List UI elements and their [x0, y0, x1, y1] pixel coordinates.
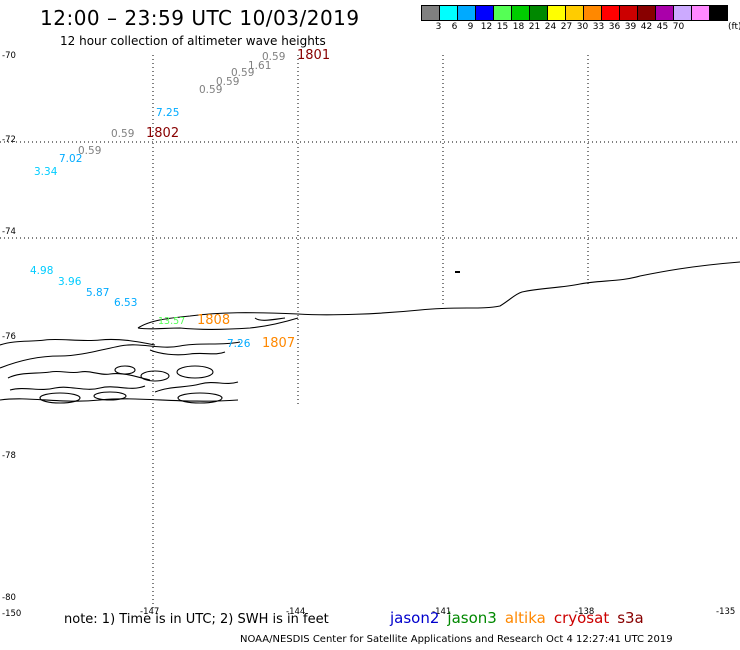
colorbar-tick-label: 9 — [467, 22, 474, 32]
colorbar-tick-label: 33 — [592, 22, 605, 32]
pass-time-label: 1807 — [262, 336, 296, 351]
colorbar-tick-label: 36 — [608, 22, 621, 32]
colorbar-tick-label: 18 — [512, 22, 525, 32]
colorbar-tick-label: 15 — [496, 22, 509, 32]
colorbar-tick-label: 70 — [672, 22, 685, 32]
lat-label: -80 — [2, 593, 16, 603]
colorbar-tick-label: 30 — [576, 22, 589, 32]
pass-time-label: 1802 — [146, 126, 180, 141]
colorbar-tick-label: 24 — [544, 22, 557, 32]
wave-height-label: 4.98 — [30, 265, 54, 277]
colorbar-tick-label: 45 — [656, 22, 669, 32]
wave-height-label: 13.57 — [158, 316, 186, 327]
colorbar-tick-label: 42 — [640, 22, 653, 32]
wave-height-label: 7.26 — [227, 338, 251, 350]
colorbar-swatch — [709, 5, 728, 21]
wave-height-label: 0.59 — [231, 67, 255, 79]
lon-label: -135 — [716, 607, 736, 617]
lon-label: -150 — [2, 609, 22, 619]
wave-height-label: 6.53 — [114, 297, 138, 309]
legend-item-altika: altika — [504, 609, 546, 627]
lat-label: -70 — [2, 51, 16, 61]
colorbar-unit: (ft) — [728, 22, 740, 32]
map-title: 12:00 – 23:59 UTC 10/03/2019 — [40, 6, 360, 30]
satellite-legend: jason2 jason3 altika cryosat s3a — [390, 609, 644, 627]
wave-height-label: 7.02 — [59, 153, 83, 165]
footer-note: note: 1) Time is in UTC; 2) SWH is in fe… — [64, 612, 329, 627]
wave-height-label: 7.25 — [156, 107, 180, 119]
wave-height-label: 0.59 — [262, 51, 286, 63]
footer-credit: NOAA/NESDIS Center for Satellite Applica… — [240, 634, 673, 645]
lat-label: -76 — [2, 332, 16, 342]
wave-height-label: 3.96 — [58, 276, 82, 288]
wave-height-label: 1.61 — [248, 60, 272, 72]
legend-item-jason3: jason3 — [447, 609, 497, 627]
lon-label: -144 — [286, 607, 306, 617]
colorbar-tick-label: 3 — [435, 22, 442, 32]
map-subtitle: 12 hour collection of altimeter wave hei… — [60, 34, 326, 48]
legend-item-jason2: jason2 — [390, 609, 440, 627]
lat-label: -72 — [2, 135, 16, 145]
colorbar-tick-label: 12 — [480, 22, 493, 32]
pass-time-label: 1801 — [297, 48, 331, 63]
wave-height-label: 0.59 — [111, 128, 135, 140]
wave-height-label: 3.34 — [34, 166, 58, 178]
pass-time-label: 1808 — [197, 313, 231, 328]
wave-height-label: 5.87 — [86, 287, 110, 299]
lon-label: -138 — [575, 607, 595, 617]
legend-item-cryosat: cryosat — [553, 609, 610, 627]
lat-label: -78 — [2, 451, 16, 461]
wave-height-label: 0.59 — [78, 145, 102, 157]
colorbar-tick-label: 6 — [451, 22, 458, 32]
lon-label: -147 — [140, 607, 160, 617]
colorbar — [421, 5, 728, 21]
colorbar-tick-label: 27 — [560, 22, 573, 32]
legend-item-s3a: s3a — [617, 609, 644, 627]
coastline — [0, 261, 740, 404]
wave-height-label: 0.59 — [199, 84, 223, 96]
colorbar-tick-label: 21 — [528, 22, 541, 32]
lat-label: -74 — [2, 227, 16, 237]
graticule — [0, 55, 740, 610]
lon-label: -141 — [432, 607, 452, 617]
colorbar-tick-label: 39 — [624, 22, 637, 32]
wave-height-label: 0.59 — [216, 76, 240, 88]
